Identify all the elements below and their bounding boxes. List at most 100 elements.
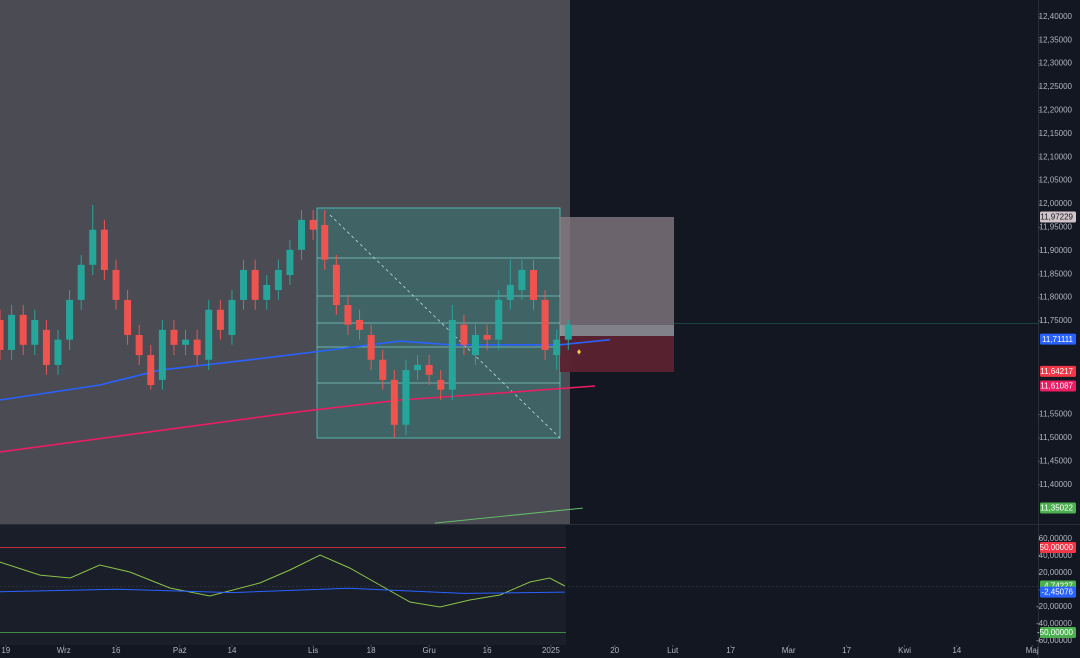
candle-body: [332, 264, 340, 306]
price-badge: [1040, 502, 1076, 514]
candle-body: [147, 355, 155, 386]
y-tick-label: 11,75000: [1039, 316, 1072, 325]
x-tick-label: 17: [842, 646, 851, 655]
candle-body: [31, 320, 39, 345]
y-tick-label: 12,10000: [1039, 152, 1073, 161]
indicator-line: [0, 385, 596, 453]
x-tick-label: 14: [952, 646, 961, 655]
candle-body: [170, 329, 178, 345]
candle-body: [112, 269, 120, 300]
x-tick-label: Gru: [422, 646, 435, 655]
target-zone: [560, 217, 674, 325]
candle-body: [529, 269, 537, 300]
candle-body: [182, 339, 190, 345]
y-tick-label: 40,00000: [1039, 551, 1073, 560]
price-badge: [1040, 542, 1076, 554]
price-badge: [1040, 211, 1076, 223]
x-tick-label: Wrz: [57, 646, 71, 655]
x-tick-label: 16: [483, 646, 492, 655]
y-tick-label: 11,95000: [1039, 222, 1072, 231]
price-badge: [1040, 333, 1076, 345]
y-tick-label: 20,00000: [1039, 568, 1073, 577]
candle-body: [495, 299, 503, 340]
price-badge-label: 50,00000: [1040, 543, 1074, 552]
price-badge-label: 11,61087: [1040, 382, 1073, 391]
candle-body: [414, 364, 422, 371]
candle-body: [42, 329, 50, 365]
y-tick-label: 12,40000: [1039, 12, 1073, 21]
candle-body: [460, 324, 468, 345]
candle-body: [193, 339, 201, 356]
x-tick-label: 19: [1, 646, 10, 655]
candle-body: [135, 334, 143, 356]
y-tick-label: 11,45000: [1039, 456, 1072, 465]
candle-body: [124, 299, 132, 335]
candle-body: [437, 379, 445, 390]
candle-body: [240, 269, 248, 300]
candle-body: [216, 309, 224, 330]
y-tick-label: 11,85000: [1039, 269, 1072, 278]
y-tick-label: 11,55000: [1039, 410, 1072, 419]
price-badge-label: 11,71111: [1042, 335, 1074, 344]
candle-body: [251, 269, 259, 300]
candle-body: [506, 284, 514, 300]
candle-body: [483, 334, 491, 340]
candle-body: [379, 359, 387, 380]
candle-body: [298, 219, 306, 250]
price-badge-label: 11,64217: [1040, 367, 1073, 376]
candle-body: [66, 299, 74, 340]
candle-body: [541, 299, 549, 350]
candle-body: [228, 299, 236, 335]
candle-body: [390, 379, 398, 425]
candle-body: [263, 284, 271, 300]
fib-retracement: [316, 207, 561, 439]
x-tick-label: Lut: [667, 646, 679, 655]
y-tick-label: 12,20000: [1039, 106, 1073, 115]
price-badge: [1040, 586, 1076, 598]
candle-body: [286, 249, 294, 276]
x-tick-label: 16: [112, 646, 121, 655]
y-tick-label: 12,00000: [1039, 199, 1073, 208]
y-tick-label: 12,30000: [1039, 59, 1073, 68]
price-badge-label: 4,74227: [1044, 582, 1073, 591]
y-tick-label: 11,40000: [1039, 480, 1072, 489]
x-tick-label: Paź: [173, 646, 187, 655]
position-tool: [560, 217, 674, 372]
y-tick-label: -20,00000: [1036, 602, 1073, 611]
price-badge: [1040, 365, 1076, 377]
candle-body: [19, 314, 27, 345]
x-tick-label: Kwi: [898, 646, 911, 655]
candle-body: [564, 324, 572, 340]
candle-body: [205, 309, 213, 360]
price-badge: [1040, 380, 1076, 392]
price-badge-label: 11,97229: [1040, 213, 1073, 222]
y-tick-label: 12,05000: [1039, 176, 1073, 185]
oscillator-shade: [0, 525, 566, 645]
fib-trend: [329, 214, 561, 439]
candle-body: [77, 264, 85, 300]
candle-body: [321, 225, 329, 260]
x-tick-label: 14: [228, 646, 237, 655]
x-tick-label: Maj: [1026, 646, 1039, 655]
y-tick-label: 11,80000: [1039, 293, 1072, 302]
candle-body: [274, 269, 282, 291]
x-tick-label: 2025: [542, 646, 560, 655]
candle-body: [0, 320, 4, 350]
y-tick-label: 11,50000: [1039, 433, 1072, 442]
price-badge-label: -50,00000: [1037, 628, 1074, 637]
x-tick-label: 18: [367, 646, 376, 655]
y-tick-label: 12,35000: [1039, 35, 1073, 44]
price-badge: [1040, 627, 1076, 639]
y-tick-label: -40,00000: [1036, 619, 1073, 628]
x-tick-label: Mar: [782, 646, 796, 655]
entry-zone: [560, 325, 674, 336]
price-badge-label: -2,45076: [1041, 588, 1073, 597]
indicator-line: [434, 507, 583, 524]
stop-zone: [560, 336, 674, 372]
candle-body: [54, 339, 62, 365]
y-tick-label: 11,90000: [1039, 246, 1072, 255]
y-tick-label: 12,25000: [1039, 82, 1073, 91]
candle-body: [518, 269, 526, 291]
